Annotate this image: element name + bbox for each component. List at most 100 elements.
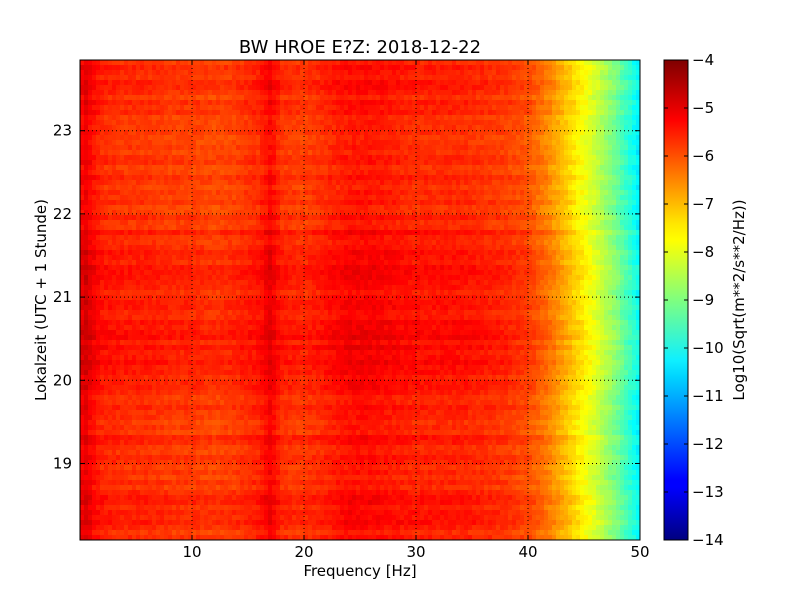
heatmap-cell	[456, 120, 461, 126]
heatmap-cell	[184, 235, 189, 241]
heatmap-cell	[444, 75, 449, 81]
heatmap-cell	[260, 175, 265, 181]
heatmap-cell	[360, 175, 365, 181]
heatmap-cell	[520, 135, 525, 141]
heatmap-cell	[164, 75, 169, 81]
heatmap-cell	[304, 170, 309, 176]
heatmap-cell	[572, 90, 577, 96]
heatmap-cell	[356, 160, 361, 166]
heatmap-cell	[608, 160, 613, 166]
heatmap-cell	[440, 130, 445, 136]
heatmap-cell	[304, 70, 309, 76]
heatmap-cell	[528, 160, 533, 166]
heatmap-cell	[312, 200, 317, 206]
heatmap-cell	[188, 200, 193, 206]
heatmap-cell	[464, 175, 469, 181]
heatmap-cell	[564, 100, 569, 106]
heatmap-cell	[312, 125, 317, 131]
heatmap-cell	[164, 140, 169, 146]
heatmap-cell	[460, 105, 465, 111]
heatmap-cell	[296, 60, 301, 66]
heatmap-cell	[280, 155, 285, 161]
heatmap-cell	[600, 90, 605, 96]
heatmap-cell	[636, 180, 641, 186]
heatmap-cell	[344, 215, 349, 221]
heatmap-cell	[268, 95, 273, 101]
heatmap-cell	[336, 135, 341, 141]
heatmap-cell	[380, 175, 385, 181]
heatmap-cell	[600, 190, 605, 196]
heatmap-cell	[580, 180, 585, 186]
heatmap-cell	[540, 100, 545, 106]
heatmap-cell	[580, 185, 585, 191]
heatmap-cell	[216, 170, 221, 176]
heatmap-cell	[420, 80, 425, 86]
heatmap-cell	[620, 60, 625, 66]
heatmap-cell	[96, 190, 101, 196]
heatmap-cell	[124, 230, 129, 236]
heatmap-cell	[532, 200, 537, 206]
heatmap-cell	[592, 160, 597, 166]
heatmap-cell	[136, 195, 141, 201]
heatmap-cell	[288, 175, 293, 181]
heatmap-cell	[156, 60, 161, 66]
heatmap-cell	[228, 130, 233, 136]
heatmap-cell	[264, 140, 269, 146]
heatmap-cell	[632, 115, 637, 121]
heatmap-cell	[344, 230, 349, 236]
heatmap-cell	[212, 120, 217, 126]
heatmap-cell	[464, 135, 469, 141]
heatmap-cell	[380, 220, 385, 226]
heatmap-cell	[444, 175, 449, 181]
heatmap-cell	[236, 205, 241, 211]
heatmap-cell	[368, 215, 373, 221]
heatmap-cell	[612, 205, 617, 211]
heatmap-cell	[104, 100, 109, 106]
heatmap-cell	[368, 80, 373, 86]
heatmap-cell	[472, 165, 477, 171]
heatmap-cell	[348, 155, 353, 161]
heatmap-cell	[224, 225, 229, 231]
heatmap-cell	[364, 175, 369, 181]
heatmap-cell	[500, 75, 505, 81]
heatmap-cell	[388, 235, 393, 241]
heatmap-cell	[608, 180, 613, 186]
heatmap-cell	[392, 210, 397, 216]
heatmap-cell	[88, 210, 93, 216]
heatmap-cell	[408, 185, 413, 191]
heatmap-cell	[536, 220, 541, 226]
heatmap-cell	[200, 175, 205, 181]
heatmap-cell	[188, 205, 193, 211]
heatmap-cell	[464, 155, 469, 161]
heatmap-cell	[636, 120, 641, 126]
heatmap-cell	[508, 145, 513, 151]
heatmap-cell	[472, 60, 477, 66]
heatmap-cell	[552, 155, 557, 161]
heatmap-cell	[376, 195, 381, 201]
heatmap-cell	[380, 200, 385, 206]
heatmap-cell	[396, 235, 401, 241]
heatmap-cell	[140, 125, 145, 131]
heatmap-cell	[364, 105, 369, 111]
heatmap-cell	[280, 225, 285, 231]
heatmap-cell	[460, 200, 465, 206]
heatmap-cell	[160, 140, 165, 146]
heatmap-cell	[296, 80, 301, 86]
heatmap-cell	[316, 70, 321, 76]
heatmap-cell	[172, 235, 177, 241]
heatmap-cell	[572, 170, 577, 176]
heatmap-cell	[400, 235, 405, 241]
heatmap-cell	[496, 85, 501, 91]
heatmap-cell	[552, 90, 557, 96]
heatmap-cell	[164, 210, 169, 216]
heatmap-cell	[340, 140, 345, 146]
heatmap-cell	[176, 195, 181, 201]
heatmap-cell	[436, 225, 441, 231]
heatmap-cell	[224, 150, 229, 156]
heatmap-cell	[96, 90, 101, 96]
heatmap-cell	[348, 95, 353, 101]
heatmap-cell	[376, 215, 381, 221]
heatmap-cell	[236, 190, 241, 196]
heatmap-cell	[588, 185, 593, 191]
heatmap-cell	[104, 185, 109, 191]
